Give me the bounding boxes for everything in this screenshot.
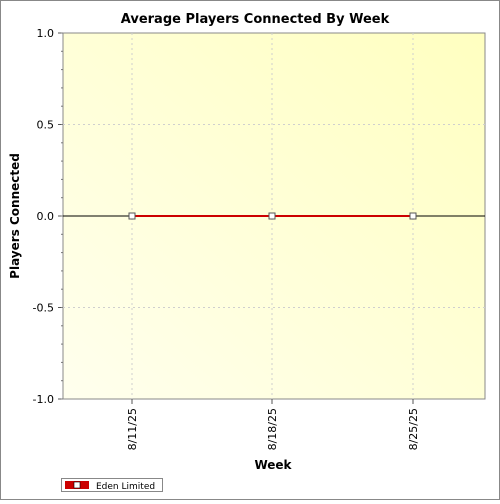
x-tick-label: 8/18/25 (266, 408, 279, 450)
x-tick-label: 8/25/25 (407, 408, 420, 450)
data-point (128, 212, 136, 220)
legend-marker (73, 481, 81, 489)
y-tick-label: -0.5 (33, 302, 54, 315)
legend-label: Eden Limited (96, 482, 155, 492)
legend: Eden Limited (61, 478, 163, 492)
y-tick-label: 1.0 (37, 27, 55, 40)
data-point (409, 212, 417, 220)
grid-layer (63, 33, 485, 399)
series-layer (128, 212, 417, 220)
y-tick-label: 0.5 (37, 119, 55, 132)
x-axis-label: Week (254, 458, 292, 472)
y-axis-label: Players Connected (8, 153, 22, 279)
y-tick-label: -1.0 (33, 393, 54, 406)
chart-title: Average Players Connected By Week (121, 12, 390, 27)
y-tick-label: 0.0 (37, 210, 55, 223)
data-point (268, 212, 276, 220)
x-tick-label: 8/11/25 (126, 408, 139, 450)
